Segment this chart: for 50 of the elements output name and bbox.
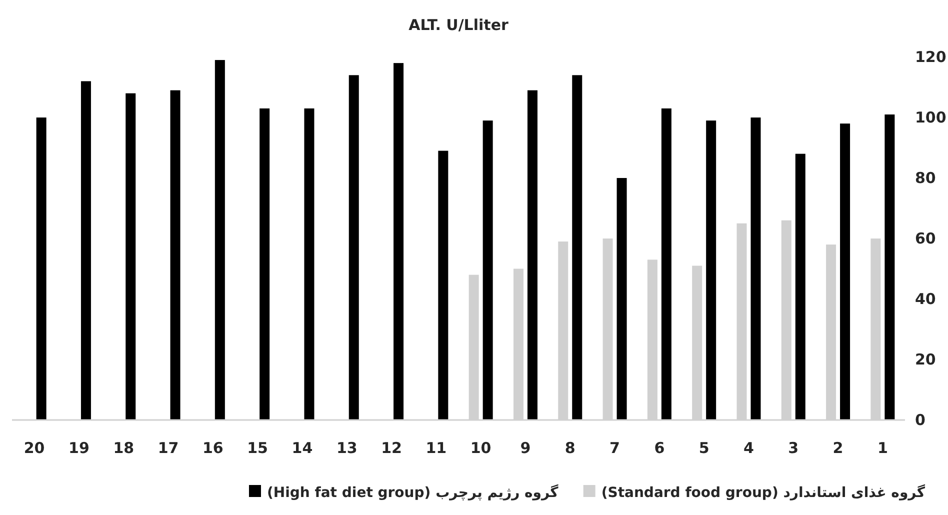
bar (170, 90, 180, 420)
bar (884, 114, 895, 420)
x-tick-label: 10 (470, 439, 492, 457)
x-tick-label: 4 (744, 439, 754, 457)
bar (304, 108, 314, 420)
bar (260, 108, 270, 420)
x-tick-label: 3 (788, 439, 799, 457)
x-tick-label: 12 (381, 439, 402, 457)
y-tick-label: 120 (915, 48, 946, 66)
bar (438, 150, 448, 420)
x-tick-label: 18 (113, 439, 134, 457)
bar (36, 118, 46, 420)
bar (661, 108, 672, 420)
bar (348, 75, 359, 420)
bar (572, 75, 582, 420)
x-tick-label: 6 (654, 439, 665, 457)
y-tick-label: 0 (915, 411, 926, 429)
x-tick-label: 9 (520, 439, 531, 457)
bar (527, 90, 538, 420)
chart-title: ALT. U/Lliter (408, 16, 509, 34)
x-tick-label: 15 (247, 439, 268, 457)
y-tick-label: 80 (915, 169, 936, 187)
bar (840, 124, 850, 420)
x-tick-label: 5 (698, 439, 710, 457)
x-tick-label: 1 (877, 439, 888, 457)
bar (795, 154, 806, 420)
bar (394, 63, 404, 420)
x-tick-label: 11 (426, 439, 447, 457)
x-tick-label: 13 (336, 439, 358, 457)
bar (482, 120, 493, 420)
legend-label: گروه رژیم پرچرب (High fat diet group) (266, 484, 560, 501)
legend-label: گروه غذای استاندارد (Standard food group) (601, 484, 926, 501)
x-tick-label: 19 (68, 439, 90, 457)
bar (214, 60, 225, 420)
bar (750, 118, 761, 420)
y-tick-label: 40 (915, 290, 936, 308)
x-tick-label: 8 (564, 439, 576, 457)
bar (80, 81, 91, 420)
bar (616, 178, 627, 420)
bar (706, 120, 716, 420)
y-tick-label: 60 (915, 230, 936, 248)
x-tick-label: 7 (610, 439, 620, 457)
x-tick-label: 14 (292, 439, 313, 457)
y-tick-label: 100 (915, 108, 946, 126)
x-tick-label: 17 (158, 439, 179, 457)
bar (126, 93, 136, 420)
x-tick-label: 20 (24, 439, 45, 457)
x-tick-label: 16 (202, 439, 224, 457)
x-tick-label: 2 (832, 439, 844, 457)
y-tick-label: 20 (915, 350, 936, 368)
